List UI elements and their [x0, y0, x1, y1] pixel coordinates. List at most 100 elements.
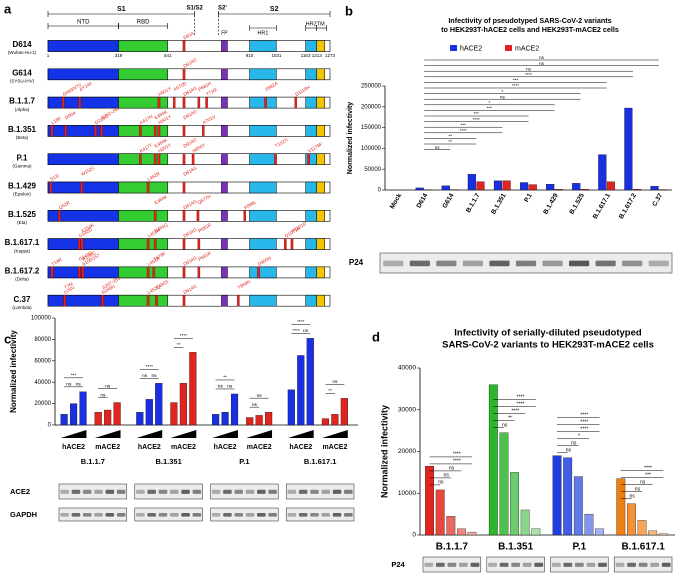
significance-label: ns: [76, 383, 82, 388]
mutation-label: P681R: [197, 222, 212, 234]
fp-domain: [221, 68, 228, 81]
bar: [637, 520, 647, 536]
mutation-label: L452R: [147, 227, 162, 238]
y-tick-label: 80000: [34, 337, 51, 343]
bar: [528, 184, 537, 191]
group-sublabel: hACE2: [214, 444, 237, 451]
chart-title: to HEK293T-hACE2 cells and HEK293T-mACE2…: [441, 25, 619, 34]
bar: [441, 185, 450, 191]
hr2-domain: [305, 238, 317, 250]
blot-band: [94, 512, 103, 517]
mutation-mark: [101, 295, 104, 307]
blot-band: [436, 260, 457, 267]
significance-label: ****: [517, 402, 525, 408]
significance-label: ns: [142, 374, 148, 379]
significance-label: ***: [71, 373, 77, 379]
group-sublabel: mACE2: [247, 444, 272, 451]
variant-name: D614: [12, 40, 32, 49]
x-tick-label: B.1.617.1: [592, 192, 612, 220]
mutation-mark: [153, 210, 157, 222]
blot-band: [105, 489, 115, 494]
bar: [616, 478, 626, 536]
mutation-mark: [182, 125, 186, 137]
mutation-label: L452R: [147, 255, 162, 266]
blot-band: [459, 562, 468, 567]
bar: [467, 531, 477, 536]
bar: [554, 189, 563, 191]
y-tick-label: 40000: [398, 365, 416, 372]
rbd-domain: [118, 210, 168, 222]
significance-label: *: [578, 434, 580, 440]
bar: [306, 338, 314, 426]
mutation-label: T478K: [152, 250, 167, 262]
mutation-mark: [153, 238, 157, 250]
mutation-mark: [237, 295, 240, 307]
blot-band: [435, 562, 445, 567]
mutation-label: A701V: [202, 114, 217, 126]
rbd-domain: [118, 181, 168, 194]
group-sublabel: hACE2: [289, 444, 312, 451]
blot-band: [158, 512, 168, 517]
mutation-label: D614G: [183, 165, 198, 177]
mutation-mark: [78, 238, 81, 250]
significance-label: ns: [502, 423, 508, 429]
mutation-label: G75V: [63, 284, 76, 295]
mutation-label: P681R: [197, 250, 212, 262]
tm-domain: [316, 266, 325, 279]
blot-band: [534, 562, 544, 567]
hr1-domain: [249, 125, 277, 137]
variant-lineage: (Lambda): [12, 305, 32, 310]
mutation-label: E484K: [154, 137, 169, 149]
x-tick-label: G614: [441, 192, 455, 210]
mutation-label: T19R: [51, 257, 64, 267]
mutation-label: L18F: [50, 116, 62, 126]
blot: [285, 483, 355, 500]
blot-band: [82, 512, 92, 517]
dilution-wedge: [136, 430, 163, 438]
tm-domain: [316, 40, 325, 52]
mutation-label: H655Y: [192, 142, 207, 153]
mutation-label: A570D: [173, 80, 188, 92]
legend-label: hACE2: [460, 45, 482, 52]
significance-label: ns: [227, 385, 233, 390]
blot-band: [245, 512, 255, 517]
significance-label: ns: [303, 329, 309, 334]
significance-label: ***: [461, 122, 467, 127]
significance-label: ns: [438, 480, 444, 486]
blot-band: [470, 562, 480, 567]
blot-band: [105, 512, 115, 517]
fp-domain: [221, 181, 228, 194]
bar: [230, 393, 239, 426]
mutation-mark: [264, 96, 267, 109]
mutation-mark: [63, 295, 66, 307]
blot-band: [169, 512, 179, 517]
blot-band: [82, 489, 92, 494]
bar: [467, 174, 476, 191]
region-label: S2': [218, 6, 227, 12]
mutation-mark: [146, 266, 150, 279]
significance-label: ***: [513, 78, 519, 83]
blot-band: [71, 512, 81, 517]
blot-band: [332, 489, 342, 494]
domain-label: NTD: [77, 20, 90, 26]
ntd-domain: [47, 125, 119, 137]
mutation-mark: [182, 153, 186, 165]
mutation-label: F490S: [155, 279, 169, 290]
significance-label: ****: [580, 420, 588, 426]
mutation-label: D614G: [183, 198, 198, 210]
significance-label: ns: [257, 394, 263, 399]
dilution-wedge: [212, 430, 238, 438]
significance-label: ****: [512, 83, 519, 88]
significance-label: ns: [105, 384, 111, 389]
blot-band: [383, 260, 404, 267]
position-label: 1273: [325, 53, 336, 58]
dilution-wedge: [60, 430, 87, 438]
mutation-mark: [80, 238, 84, 250]
variant-name: P.1: [17, 153, 29, 162]
mutation-mark: [257, 266, 260, 279]
blot-band: [321, 512, 331, 517]
ntd-domain: [47, 96, 119, 109]
fp-domain: [221, 294, 228, 307]
significance-label: ns: [500, 94, 506, 99]
mutation-label: D80A: [64, 110, 77, 121]
